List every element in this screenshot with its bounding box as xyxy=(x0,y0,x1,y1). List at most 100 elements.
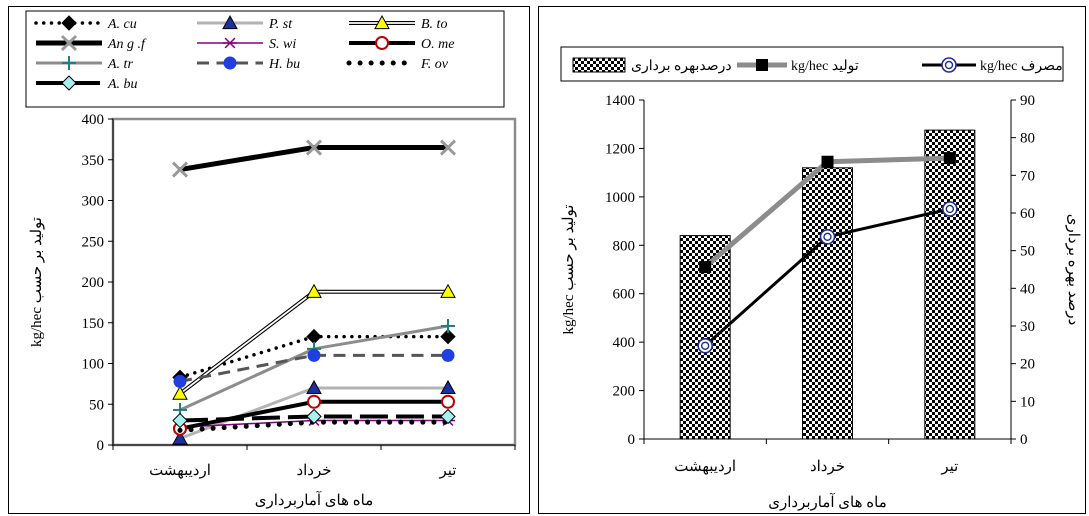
data-point xyxy=(440,283,456,298)
right-axis-right: 0 10 20 30 40 50 60 70 80 90 xyxy=(1010,93,1035,448)
data-point xyxy=(307,394,321,409)
y-tick-label: 100 xyxy=(82,357,105,373)
left-y-axis: 0 50 100 150 200 250 300 350 400 xyxy=(82,112,114,454)
right-chart-panel: درصدبهره برداری kg/hec تولید kg/hec مصرف 0 2… xyxy=(538,6,1086,514)
legend-label: H. bu xyxy=(268,57,300,72)
left-legend: A. cu P. st B. to An g .f S. wi O. me A. tr H. … xyxy=(25,10,505,108)
y-left-tick-label: 400 xyxy=(613,335,636,351)
bar-utilization xyxy=(802,167,853,440)
right-legend-box xyxy=(560,46,1064,82)
data-point xyxy=(172,385,188,400)
legend-marker xyxy=(223,56,237,70)
x-tick-label: اردیبهشت xyxy=(674,459,736,475)
legend-label: A. bu xyxy=(107,77,138,92)
y-left-tick-label: 200 xyxy=(613,384,636,400)
bar-utilization xyxy=(924,129,976,440)
left-series-lines xyxy=(171,139,457,445)
data-point xyxy=(697,337,713,354)
data-point xyxy=(306,283,322,298)
right-axis-left: 0 200 400 600 800 1000 1200 1400 xyxy=(605,93,645,448)
y-right-tick-label: 30 xyxy=(1020,319,1035,335)
y-tick-label: 50 xyxy=(89,397,104,413)
y-tick-label: 250 xyxy=(82,234,105,250)
y-tick-label: 400 xyxy=(82,112,105,128)
data-point xyxy=(943,152,956,165)
data-point xyxy=(440,379,456,395)
data-point xyxy=(307,348,321,362)
legend-label: A. cu xyxy=(107,17,137,32)
data-point xyxy=(441,348,455,362)
y-left-tick-label: 0 xyxy=(628,432,636,448)
legend-label: kg/hec مصرف xyxy=(980,59,1063,74)
legend-label: S. wi xyxy=(269,37,296,52)
y-tick-label: 350 xyxy=(82,153,105,169)
y-tick-label: 0 xyxy=(97,438,105,454)
right-y-axis-title-right: درصد بهره برداری xyxy=(1065,214,1081,326)
y-right-tick-label: 20 xyxy=(1020,357,1035,373)
y-right-tick-label: 90 xyxy=(1020,93,1035,109)
legend-label: An g .f xyxy=(107,37,147,52)
data-point xyxy=(439,139,457,156)
legend-marker xyxy=(222,14,238,30)
data-point xyxy=(172,430,188,445)
data-point xyxy=(441,319,455,334)
y-left-tick-label: 600 xyxy=(613,287,636,303)
legend-marker xyxy=(61,15,77,31)
right-x-axis-title: ماه های آماربرداری xyxy=(768,493,886,511)
legend-label: B. to xyxy=(421,17,447,32)
left-line-chart: A. cu P. st B. to An g .f S. wi O. me A. tr H. … xyxy=(25,10,517,509)
y-right-tick-label: 70 xyxy=(1020,168,1035,184)
y-right-tick-label: 50 xyxy=(1020,244,1035,260)
x-tick-label: خرداد xyxy=(296,463,331,479)
legend-marker xyxy=(60,34,78,52)
legend-marker xyxy=(374,14,390,30)
data-point xyxy=(819,229,836,245)
y-tick-label: 150 xyxy=(82,316,105,332)
legend-marker xyxy=(941,57,957,73)
left-x-axis: اردیبهشت خرداد تیر xyxy=(112,444,516,479)
right-bars xyxy=(679,129,976,440)
right-legend: درصدبهره برداری kg/hec تولید kg/hec مصرف xyxy=(560,46,1064,82)
y-left-tick-label: 800 xyxy=(613,238,636,254)
left-chart-panel: A. cu P. st B. to An g .f S. wi O. me A. tr H. … xyxy=(8,6,530,514)
right-bar-line-chart: درصدبهره برداری kg/hec تولید kg/hec مصرف 0 2… xyxy=(560,46,1081,511)
y-right-tick-label: 10 xyxy=(1020,394,1035,410)
series-abu xyxy=(172,408,456,429)
y-right-tick-label: 80 xyxy=(1020,131,1035,147)
legend-label: درصدبهره برداری xyxy=(631,59,732,74)
legend-label: F. ov xyxy=(420,57,449,72)
data-point xyxy=(440,328,456,345)
legend-marker xyxy=(223,37,237,49)
y-left-tick-label: 1200 xyxy=(605,141,635,157)
left-legend-box xyxy=(25,10,505,108)
legend-label: O. me xyxy=(421,37,454,52)
x-tick-label: تیر xyxy=(439,463,457,479)
series-bto xyxy=(172,283,456,400)
x-tick-label: خرداد xyxy=(810,459,845,475)
left-y-axis-title: kg/hec تولید بر حسب xyxy=(29,217,45,347)
y-tick-label: 200 xyxy=(82,275,105,291)
legend-marker xyxy=(756,59,768,71)
right-series-lines xyxy=(697,152,958,354)
data-point xyxy=(821,155,834,168)
data-point xyxy=(699,261,712,274)
data-point xyxy=(172,412,188,429)
series-angf xyxy=(171,139,457,178)
data-point xyxy=(440,408,456,425)
right-x-axis: اردیبهشت خرداد تیر xyxy=(643,438,1012,475)
series-consumption xyxy=(697,201,958,354)
series-hbu xyxy=(173,348,455,388)
data-point xyxy=(942,201,958,217)
data-point xyxy=(306,379,322,395)
y-left-tick-label: 1400 xyxy=(605,93,635,109)
x-tick-label: اردیبهشت xyxy=(149,463,211,479)
data-point xyxy=(306,408,322,425)
y-right-tick-label: 0 xyxy=(1020,432,1028,448)
legend-marker xyxy=(375,36,389,50)
data-point xyxy=(171,161,189,178)
y-left-tick-label: 1000 xyxy=(605,190,635,206)
series-atr xyxy=(173,319,455,417)
legend-marker xyxy=(61,75,77,91)
legend-bar-swatch xyxy=(572,57,626,73)
data-point xyxy=(441,394,455,409)
